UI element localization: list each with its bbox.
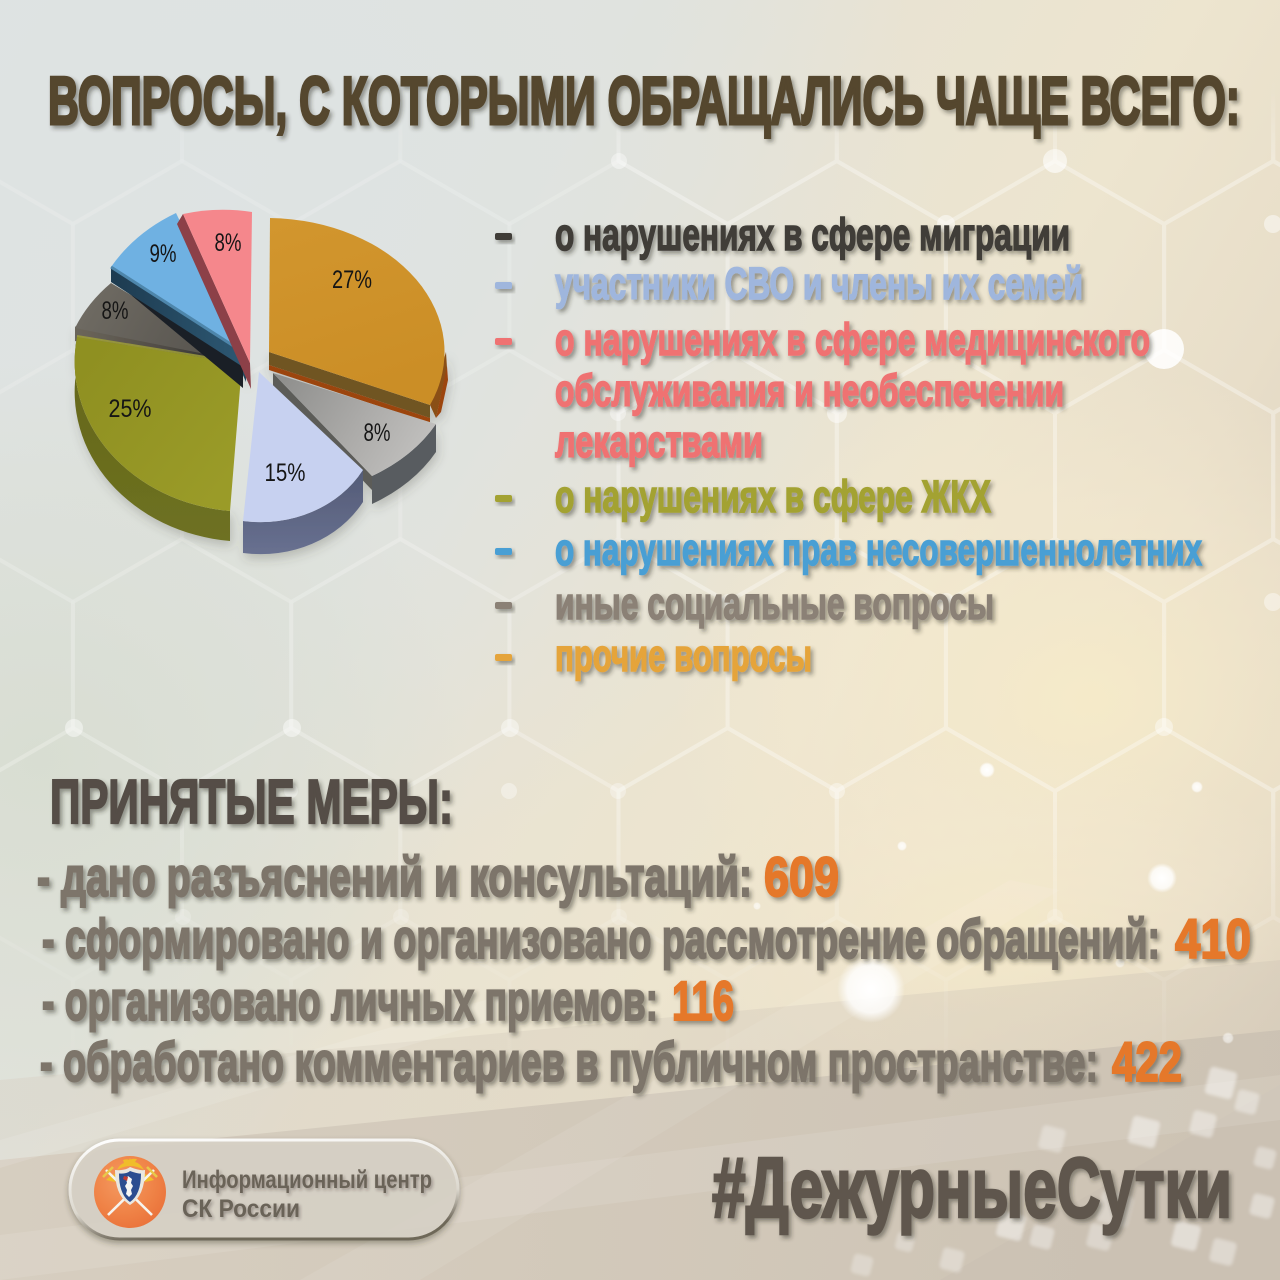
svg-text:410: 410 [1175,907,1251,970]
svg-text:- организовано личных приемов:: - организовано личных приемов: [42,969,658,1032]
svg-text:прочие вопросы: прочие вопросы [555,630,812,681]
svg-text:- дано разъяснений и консульта: - дано разъяснений и консультаций: [37,845,752,908]
svg-text:609: 609 [764,845,839,908]
svg-text:ПРИНЯТЫЕ МЕРЫ:: ПРИНЯТЫЕ МЕРЫ: [50,768,453,837]
svg-text:15%: 15% [265,459,306,487]
svg-text:участники СВО и члены их семей: участники СВО и члены их семей [555,258,1083,309]
svg-text:422: 422 [1112,1030,1182,1093]
svg-text:8%: 8% [102,297,129,325]
svg-text:25%: 25% [109,395,152,423]
svg-text:#ДежурныеСутки: #ДежурныеСутки [712,1141,1232,1236]
svg-text:27%: 27% [332,266,372,294]
svg-text:Информационный центр: Информационный центр [182,1166,432,1194]
svg-text:8%: 8% [215,229,242,257]
svg-text:- сформировано и организовано: - сформировано и организовано рассмотрен… [42,907,1160,970]
svg-text:116: 116 [672,969,734,1032]
svg-text:9%: 9% [150,240,177,268]
svg-text:ВОПРОСЫ, С КОТОРЫМИ ОБРАЩАЛИСЬ: ВОПРОСЫ, С КОТОРЫМИ ОБРАЩАЛИСЬ ЧАЩЕ ВСЕГ… [48,63,1240,139]
svg-text:СК России: СК России [182,1195,300,1223]
svg-text:о нарушениях в сфере миграции: о нарушениях в сфере миграции [555,209,1070,260]
svg-text:- обработано комментариев в пу: - обработано комментариев в публичном пр… [40,1030,1098,1093]
svg-text:8%: 8% [364,419,391,447]
svg-text:о нарушениях прав несовершенно: о нарушениях прав несовершеннолетних [555,524,1202,575]
svg-text:обслуживания и необеспечении: обслуживания и необеспечении [555,365,1064,416]
svg-text:о нарушениях в сфере медицинск: о нарушениях в сфере медицинского [555,314,1150,365]
svg-text:иные социальные вопросы: иные социальные вопросы [555,578,994,629]
svg-text:лекарствами: лекарствами [555,416,763,467]
svg-text:о нарушениях в сфере ЖКХ: о нарушениях в сфере ЖКХ [555,471,991,522]
